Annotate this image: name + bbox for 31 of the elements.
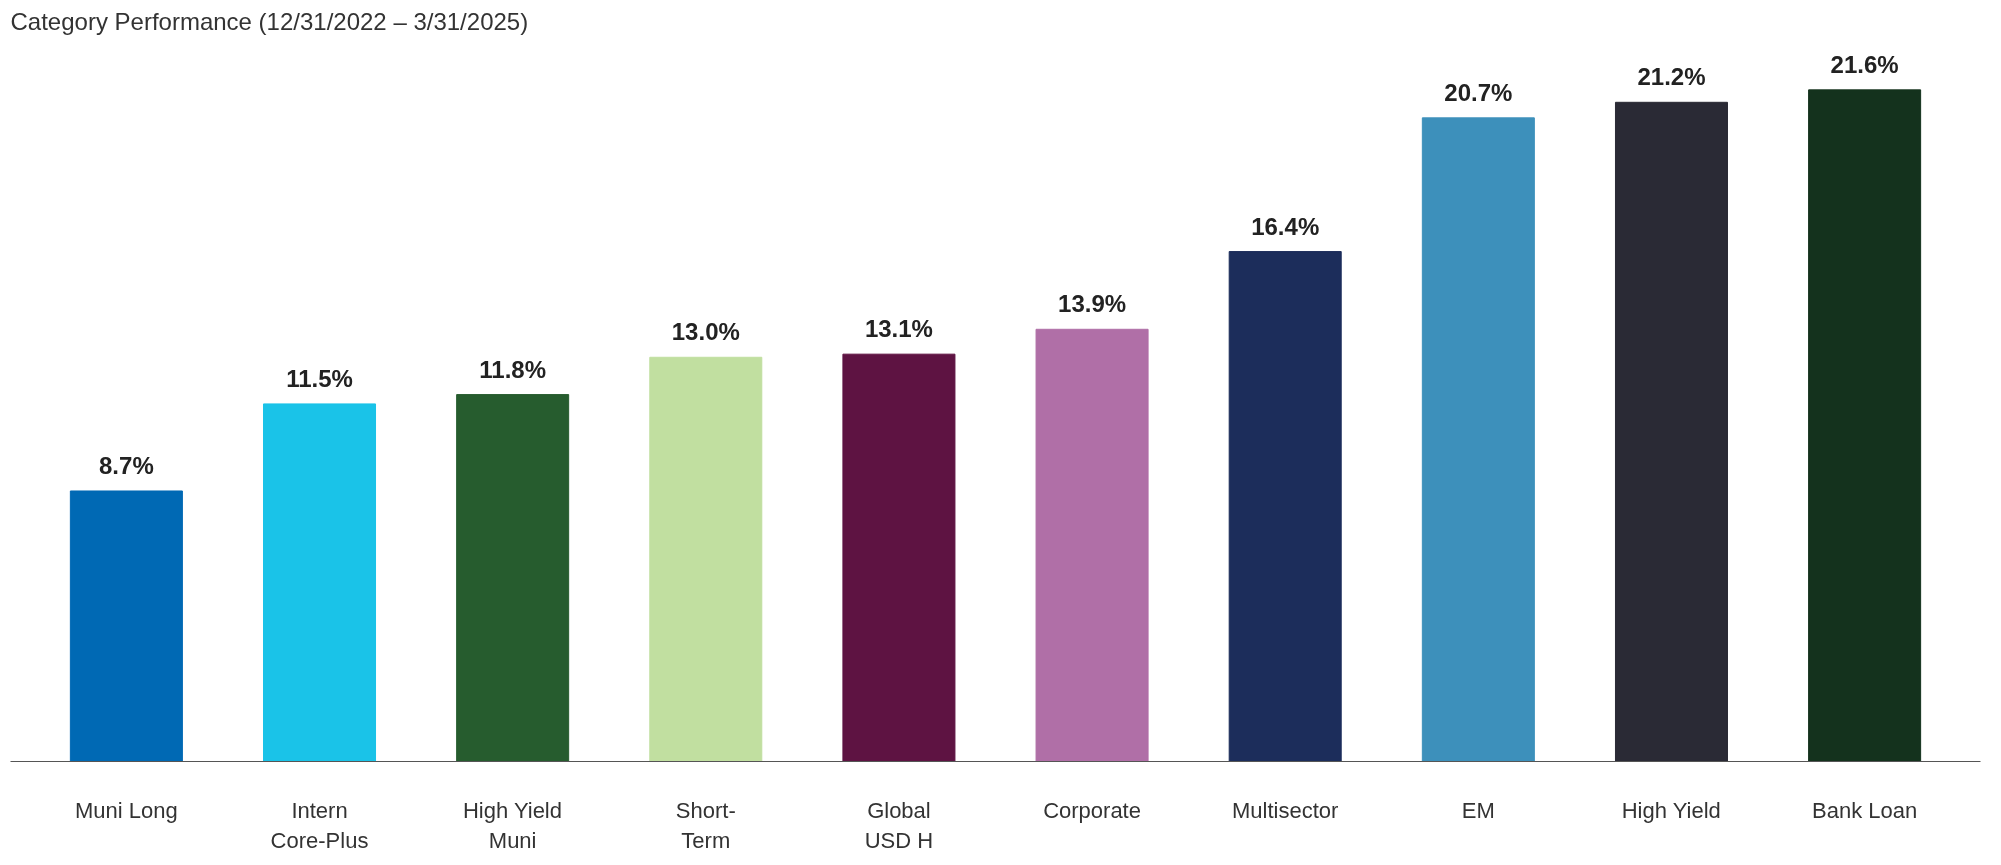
x-tick-label: Corporate — [1043, 797, 1141, 823]
bar — [456, 394, 570, 762]
bar — [649, 356, 763, 762]
bar — [1808, 89, 1922, 762]
data-label: 11.5% — [286, 364, 353, 392]
data-label: 21.6% — [1830, 50, 1899, 78]
data-label: 8.7% — [99, 451, 154, 479]
data-label: 20.7% — [1444, 78, 1513, 106]
bar — [1035, 328, 1149, 762]
data-label: 13.9% — [1058, 290, 1127, 318]
x-tick-label: Short- Term — [675, 797, 736, 853]
data-label: 21.2% — [1637, 63, 1706, 91]
x-tick-label: Intern Core-Plus — [270, 797, 369, 853]
bar — [842, 353, 956, 762]
bar — [1614, 101, 1728, 762]
data-label: 11.8% — [479, 355, 547, 383]
x-tick-label: Global USD H — [864, 797, 934, 853]
x-tick-label: Muni Long — [75, 797, 178, 823]
x-tick-label: High Yield — [1621, 797, 1721, 823]
x-tick-label: High Yield Muni — [462, 797, 562, 853]
x-tick-label: EM — [1461, 797, 1495, 823]
bar — [69, 490, 183, 762]
bar — [1421, 117, 1535, 762]
bar — [1228, 251, 1342, 762]
x-tick-label: Multisector — [1232, 797, 1339, 823]
bar — [263, 403, 377, 762]
data-label: 13.0% — [671, 318, 740, 346]
chart-title: Category Performance (12/31/2022 – 3/31/2025) — [10, 7, 529, 35]
x-tick-label: Bank Loan — [1812, 797, 1918, 823]
data-label: 13.1% — [864, 315, 933, 343]
data-label: 16.4% — [1251, 212, 1320, 240]
